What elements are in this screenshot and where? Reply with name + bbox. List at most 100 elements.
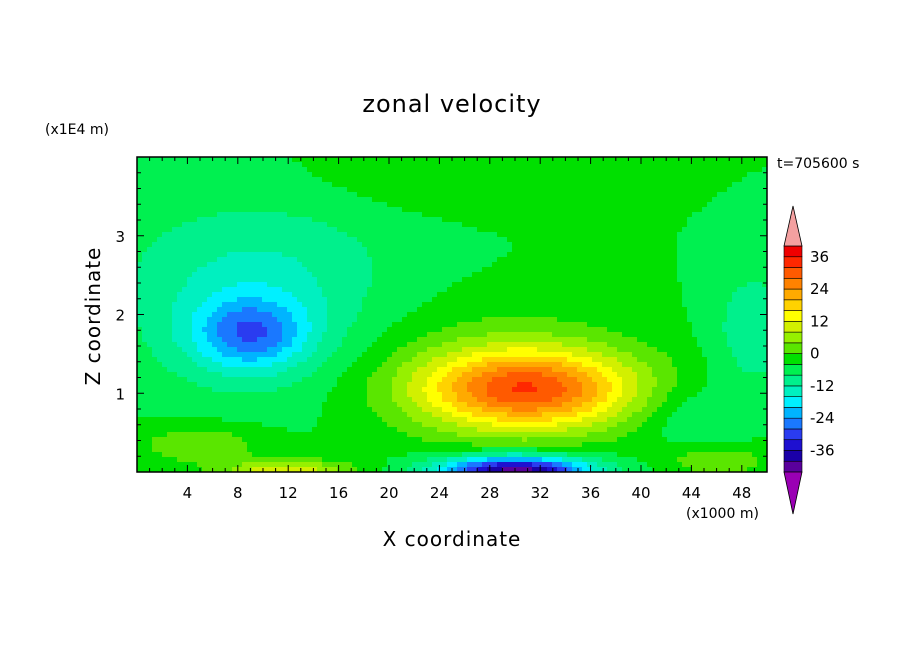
field-cell (317, 182, 323, 188)
field-cell (332, 332, 338, 338)
field-cell (587, 252, 593, 258)
field-cell (567, 337, 573, 343)
field-cell (757, 217, 763, 223)
field-cell (727, 317, 733, 323)
field-cell (382, 182, 388, 188)
field-cell (337, 167, 343, 173)
field-cell (257, 307, 263, 313)
field-cell (747, 292, 753, 298)
field-cell (557, 272, 563, 278)
field-cell (657, 337, 663, 343)
field-cell (267, 162, 273, 168)
field-cell (642, 232, 648, 238)
field-cell (592, 217, 598, 223)
field-cell (297, 352, 303, 358)
field-cell (177, 257, 183, 263)
field-cell (657, 247, 663, 253)
field-cell (457, 222, 463, 228)
field-cell (212, 292, 218, 298)
field-cell (432, 207, 438, 213)
field-cell (302, 157, 308, 163)
field-cell (667, 217, 673, 223)
field-cell (537, 267, 543, 273)
field-cell (622, 302, 628, 308)
field-cell (202, 277, 208, 283)
field-cell (327, 247, 333, 253)
field-cell (617, 172, 623, 178)
field-cell (367, 252, 373, 258)
field-cell (137, 322, 143, 328)
field-cell (327, 332, 333, 338)
field-cell (627, 197, 633, 203)
field-cell (707, 297, 713, 303)
field-cell (167, 307, 173, 313)
field-cell (392, 202, 398, 208)
field-cell (717, 197, 723, 203)
field-cell (217, 177, 223, 183)
field-cell (142, 192, 148, 198)
field-cell (437, 202, 443, 208)
field-cell (662, 292, 668, 298)
field-cell (457, 322, 463, 328)
field-cell (707, 187, 713, 193)
field-cell (307, 352, 313, 358)
field-cell (297, 207, 303, 213)
field-cell (697, 272, 703, 278)
field-cell (747, 302, 753, 308)
field-cell (312, 302, 318, 308)
field-cell (332, 162, 338, 168)
field-cell (737, 312, 743, 318)
field-cell (427, 157, 433, 163)
field-cell (412, 302, 418, 308)
field-cell (532, 307, 538, 313)
field-cell (517, 192, 523, 198)
field-cell (187, 252, 193, 258)
field-cell (142, 247, 148, 253)
field-cell (477, 197, 483, 203)
field-cell (607, 267, 613, 273)
field-cell (667, 327, 673, 333)
field-cell (642, 292, 648, 298)
field-cell (317, 312, 323, 318)
field-cell (477, 212, 483, 218)
field-cell (612, 302, 618, 308)
field-cell (442, 227, 448, 233)
field-cell (262, 242, 268, 248)
field-cell (272, 167, 278, 173)
field-cell (507, 217, 513, 223)
field-cell (347, 157, 353, 163)
field-cell (547, 337, 553, 343)
field-cell (357, 192, 363, 198)
field-cell (162, 302, 168, 308)
field-cell (227, 187, 233, 193)
field-cell (267, 282, 273, 288)
field-cell (282, 292, 288, 298)
field-cell (287, 267, 293, 273)
field-cell (477, 247, 483, 253)
field-cell (257, 157, 263, 163)
field-cell (577, 332, 583, 338)
field-cell (497, 202, 503, 208)
field-cell (372, 197, 378, 203)
field-cell (537, 172, 543, 178)
field-cell (567, 292, 573, 298)
field-cell (452, 172, 458, 178)
field-cell (392, 292, 398, 298)
field-cell (532, 217, 538, 223)
field-cell (672, 242, 678, 248)
field-cell (447, 332, 453, 338)
field-cell (192, 352, 198, 358)
field-cell (737, 302, 743, 308)
field-cell (507, 247, 513, 253)
field-cell (752, 182, 758, 188)
field-cell (292, 262, 298, 268)
field-cell (442, 182, 448, 188)
field-cell (667, 237, 673, 243)
field-cell (317, 187, 323, 193)
field-cell (447, 172, 453, 178)
field-cell (667, 182, 673, 188)
field-cell (137, 257, 143, 263)
field-cell (447, 212, 453, 218)
field-cell (587, 282, 593, 288)
field-cell (717, 312, 723, 318)
